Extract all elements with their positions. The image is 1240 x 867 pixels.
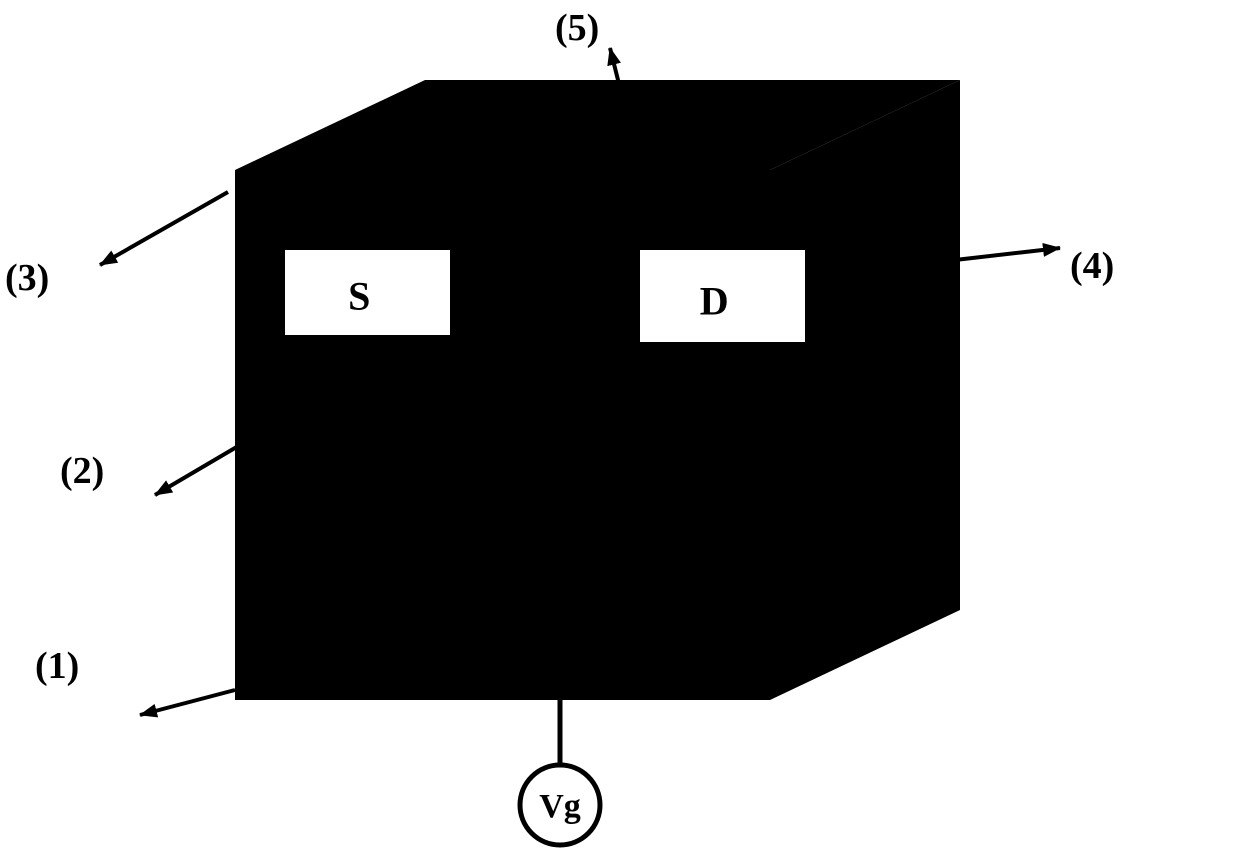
callout-1-arrow [140, 690, 235, 715]
gate-voltage-label: Vg [539, 788, 581, 825]
diagram-svg: S D (1) (2) (3) (4) (5) Vg [0, 0, 1240, 862]
solid-front-face [235, 170, 770, 700]
transistor-diagram: S D (1) (2) (3) (4) (5) Vg [0, 0, 1240, 862]
callout-5-label: (5) [555, 7, 599, 49]
solid-right-face [770, 80, 960, 700]
cutout-source-label: S [348, 274, 370, 319]
callout-3-arrow [100, 192, 228, 265]
callout-4-label: (4) [1070, 245, 1114, 287]
callout-4-arrow [955, 248, 1060, 260]
cutout-drain-label: D [700, 278, 729, 323]
callout-3-label: (3) [5, 257, 49, 299]
callout-2-arrow [155, 445, 240, 495]
callout-2-label: (2) [60, 450, 104, 492]
callout-1-label: (1) [35, 645, 79, 687]
